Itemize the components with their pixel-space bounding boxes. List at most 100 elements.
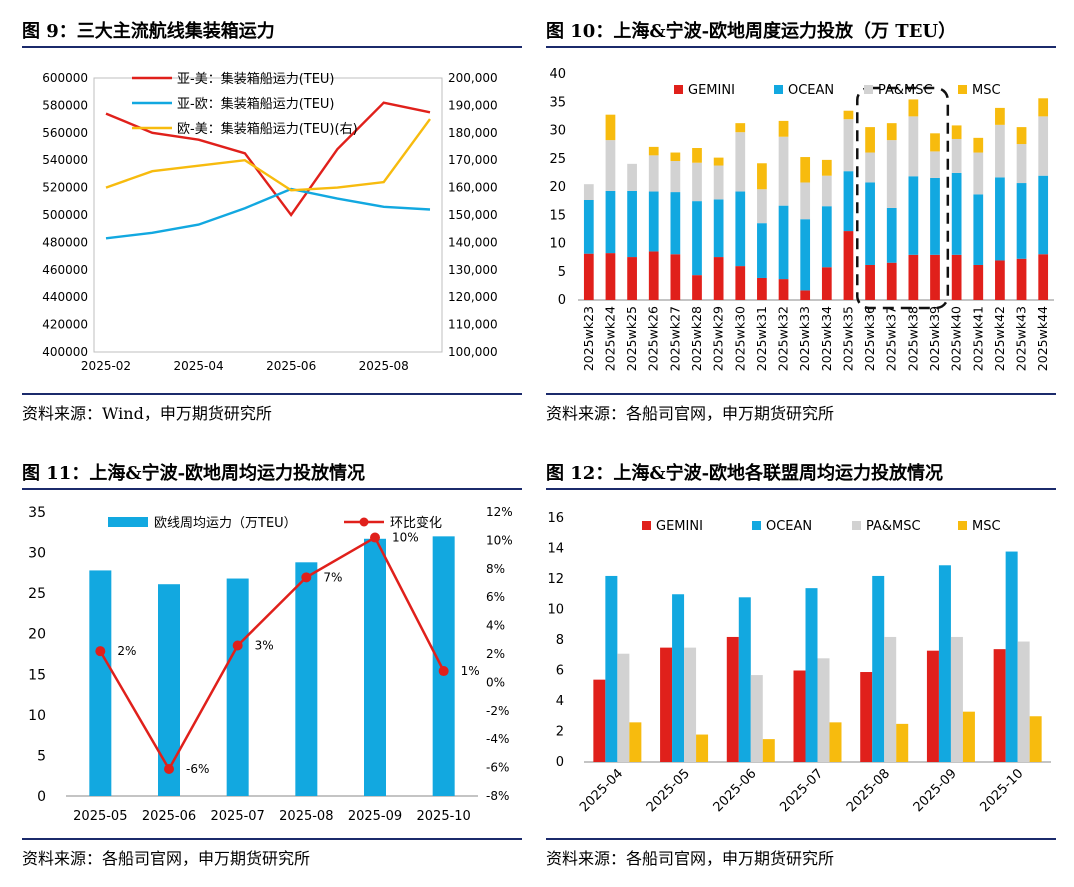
legend-label: 环比变化 <box>390 515 442 531</box>
y2-tick-label: 140,000 <box>448 235 498 249</box>
series-line <box>105 101 431 218</box>
point-label: -6% <box>186 762 209 776</box>
stacked-bar-segment <box>627 163 637 191</box>
stacked-bar-segment <box>670 254 681 300</box>
stacked-bar-segment <box>692 162 702 202</box>
y2-tick-label: 180,000 <box>448 126 498 140</box>
x-tick-label: 2025wk39 <box>927 306 942 371</box>
y2-tick-label: 130,000 <box>448 263 498 277</box>
series-line <box>105 187 431 240</box>
y-tick-label: 500000 <box>42 208 88 222</box>
y-tick-label: 4 <box>556 694 564 709</box>
y-tick-label: 560000 <box>42 126 88 140</box>
line-point <box>370 532 380 543</box>
y-tick-label: 8 <box>556 633 564 648</box>
stacked-bar-segment <box>648 191 659 252</box>
y2-tick-label: 2% <box>486 647 505 661</box>
stacked-bar-segment <box>800 157 811 183</box>
x-tick-label: 2025wk35 <box>840 306 855 371</box>
line-point <box>164 764 174 775</box>
stacked-bar-segment <box>886 123 897 141</box>
panel-chart-9: 图 9：三大主流航线集装箱运力 600000 580000 560000 540000… <box>22 20 522 430</box>
stacked-bar-segment <box>648 251 659 300</box>
stacked-bar-segment <box>843 171 854 232</box>
stacked-bar-segment <box>821 206 832 268</box>
stacked-bar-segment <box>670 161 681 193</box>
y-tick-label: 14 <box>547 542 564 557</box>
legend-label: GEMINI <box>688 83 735 98</box>
stacked-bar-segment <box>1038 254 1049 300</box>
x-tick-label: 2025-10 <box>417 809 471 824</box>
stacked-bar-segment <box>930 254 940 300</box>
bar <box>938 565 951 762</box>
stacked-bar-segment <box>757 223 767 278</box>
stacked-bar-segment <box>583 253 594 300</box>
stacked-bar-segment <box>930 151 940 178</box>
point-label: 1% <box>461 664 480 678</box>
stacked-bar-segment <box>821 159 832 176</box>
bar <box>158 584 180 796</box>
y2-tick-label: 200,000 <box>448 71 498 85</box>
stacked-bar-segment <box>930 133 940 152</box>
y-tick-label: 35 <box>28 505 46 521</box>
bar <box>738 597 751 762</box>
stacked-bar-segment <box>670 152 681 162</box>
y-tick-label: 580000 <box>42 98 88 112</box>
y-tick-label: 400000 <box>42 345 88 359</box>
stacked-bar-segment <box>843 110 854 120</box>
stacked-bar-segment <box>757 189 767 224</box>
x-tick-label: 2025wk42 <box>992 306 1007 371</box>
stacked-bar-segment <box>692 275 702 300</box>
y-tick-label: 10 <box>549 237 566 252</box>
y-tick-label: 600000 <box>42 71 88 85</box>
bar <box>1017 641 1030 762</box>
legend-swatch <box>864 85 873 94</box>
y2-tick-label: 4% <box>486 619 505 633</box>
bar <box>295 562 318 796</box>
stacked-bar-segment <box>951 254 962 300</box>
stacked-bar-segment <box>648 155 659 192</box>
x-tick-label: 2025wk34 <box>819 306 834 371</box>
y-tick-label: 460000 <box>42 263 88 277</box>
x-tick-label: 2025-09 <box>348 809 402 824</box>
stacked-bar-segment <box>1016 258 1027 300</box>
bar <box>860 672 873 762</box>
stacked-bar-segment <box>627 257 637 300</box>
stacked-bar-segment <box>886 140 897 208</box>
stacked-bar-segment <box>843 119 854 172</box>
stacked-bar-segment <box>843 231 854 300</box>
stacked-bar-segment <box>605 253 616 300</box>
y2-tick-label: 120,000 <box>448 290 498 304</box>
y-tick-label: 40 <box>549 67 566 82</box>
stacked-bar-segment <box>886 207 897 263</box>
y2-tick-label: 0% <box>486 675 505 689</box>
bar <box>793 670 806 762</box>
stacked-bar-segment <box>713 199 724 258</box>
x-tick-label: 2025-06 <box>266 359 316 373</box>
y-tick-label: 480000 <box>42 235 88 249</box>
stacked-bar-segment <box>908 99 919 117</box>
y2-tick-label: 6% <box>486 590 505 604</box>
y2-tick-label: -8% <box>486 789 509 803</box>
stacked-bar-segment <box>865 182 875 265</box>
y-tick-label: 35 <box>549 95 566 110</box>
stacked-bar-segment <box>1038 98 1049 117</box>
stacked-bar-segment <box>735 132 746 192</box>
stacked-bar-segment <box>995 260 1005 300</box>
x-tick-label: 2025wk36 <box>862 306 877 371</box>
chart-11-svg: 35 30 25 20 15 10 5 0 12% 10% 8% 6% 4% 2% 0% -2% -4% -6% -… <box>28 505 513 824</box>
bar <box>805 588 818 762</box>
legend-label: 亚-欧：集装箱船运力(TEU) <box>177 96 335 112</box>
stacked-bar-segment <box>605 114 616 141</box>
title-rule <box>546 488 1056 490</box>
stacked-bar-segment <box>973 137 984 153</box>
y-tick-label: 20 <box>28 627 46 643</box>
source-rule <box>546 838 1056 840</box>
y2-tick-label: 110,000 <box>448 318 498 332</box>
legend-label: PA&MSC <box>878 83 933 98</box>
y-tick-label: 16 <box>547 511 564 526</box>
stacked-bar-segment <box>778 136 789 206</box>
x-tick-label: 2025wk38 <box>905 306 920 371</box>
x-tick-label: 2025wk31 <box>754 306 769 371</box>
stacked-bar-segment <box>778 205 789 280</box>
